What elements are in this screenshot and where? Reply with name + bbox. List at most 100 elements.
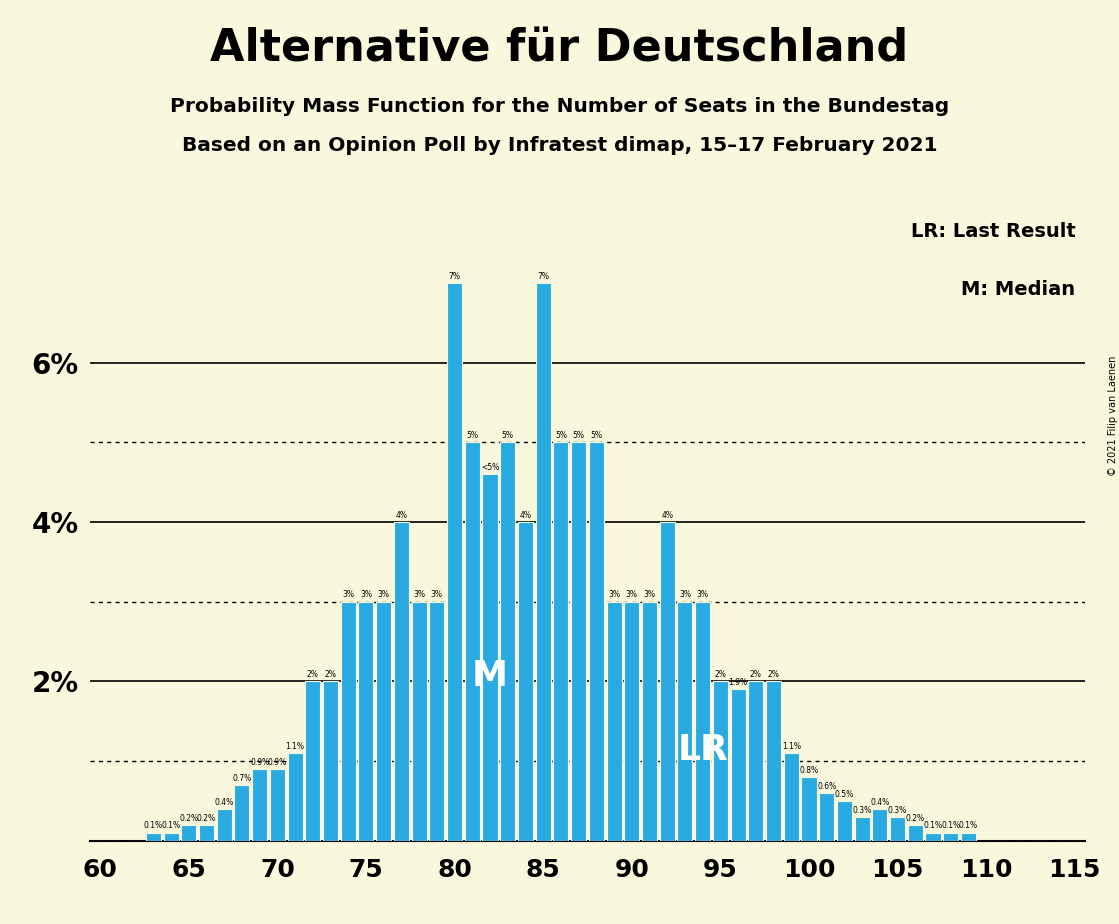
Bar — [446, 283, 462, 841]
Bar — [873, 809, 887, 841]
Text: 2%: 2% — [307, 670, 319, 679]
Text: 5%: 5% — [555, 431, 567, 440]
Text: 3%: 3% — [626, 590, 638, 600]
Bar — [536, 283, 551, 841]
Bar — [695, 602, 711, 841]
Bar — [801, 777, 817, 841]
Text: 3%: 3% — [360, 590, 372, 600]
Bar — [589, 443, 604, 841]
Text: 1.1%: 1.1% — [782, 742, 801, 751]
Text: 0.4%: 0.4% — [215, 797, 234, 807]
Bar — [908, 825, 923, 841]
Bar — [199, 825, 214, 841]
Text: 0.9%: 0.9% — [267, 758, 286, 767]
Text: M: Median: M: Median — [961, 280, 1075, 298]
Text: 3%: 3% — [413, 590, 425, 600]
Bar — [234, 785, 250, 841]
Text: 0.1%: 0.1% — [923, 821, 942, 831]
Bar — [181, 825, 196, 841]
Text: 3%: 3% — [431, 590, 443, 600]
Bar — [606, 602, 621, 841]
Text: 0.1%: 0.1% — [941, 821, 960, 831]
Text: <5%: <5% — [481, 463, 499, 472]
Bar — [624, 602, 639, 841]
Text: 5%: 5% — [573, 431, 584, 440]
Text: 0.9%: 0.9% — [250, 758, 270, 767]
Text: LR: Last Result: LR: Last Result — [911, 223, 1075, 241]
Text: 0.6%: 0.6% — [817, 782, 836, 791]
Text: 0.2%: 0.2% — [179, 813, 198, 822]
Text: Probability Mass Function for the Number of Seats in the Bundestag: Probability Mass Function for the Number… — [170, 97, 949, 116]
Text: 0.1%: 0.1% — [161, 821, 180, 831]
Bar — [217, 809, 232, 841]
Bar — [500, 443, 515, 841]
Bar — [749, 682, 763, 841]
Text: 3%: 3% — [643, 590, 656, 600]
Bar — [518, 522, 533, 841]
Text: 3%: 3% — [342, 590, 355, 600]
Bar — [890, 817, 905, 841]
Text: 7%: 7% — [537, 272, 549, 281]
Text: © 2021 Filip van Laenen: © 2021 Filip van Laenen — [1109, 356, 1118, 476]
Bar — [642, 602, 657, 841]
Text: 3%: 3% — [608, 590, 620, 600]
Bar — [270, 769, 285, 841]
Bar — [412, 602, 426, 841]
Bar — [819, 793, 835, 841]
Text: 5%: 5% — [591, 431, 602, 440]
Bar — [767, 682, 781, 841]
Bar — [323, 682, 338, 841]
Text: 2%: 2% — [750, 670, 762, 679]
Text: 2%: 2% — [325, 670, 337, 679]
Text: Based on an Opinion Poll by Infratest dimap, 15–17 February 2021: Based on an Opinion Poll by Infratest di… — [181, 136, 938, 155]
Bar — [305, 682, 320, 841]
Bar — [783, 753, 799, 841]
Text: 0.3%: 0.3% — [853, 806, 872, 815]
Text: 2%: 2% — [768, 670, 780, 679]
Bar — [943, 833, 958, 841]
Bar — [482, 474, 498, 841]
Text: 4%: 4% — [395, 511, 407, 519]
Bar — [376, 602, 392, 841]
Text: 2%: 2% — [714, 670, 726, 679]
Bar — [252, 769, 267, 841]
Text: 1.9%: 1.9% — [728, 678, 747, 687]
Bar — [660, 522, 675, 841]
Text: Alternative für Deutschland: Alternative für Deutschland — [210, 28, 909, 71]
Bar — [925, 833, 941, 841]
Bar — [340, 602, 356, 841]
Bar — [163, 833, 179, 841]
Text: 3%: 3% — [679, 590, 690, 600]
Text: 3%: 3% — [378, 590, 389, 600]
Text: 3%: 3% — [697, 590, 708, 600]
Bar — [430, 602, 444, 841]
Bar — [961, 833, 976, 841]
Bar — [731, 689, 745, 841]
Bar — [571, 443, 586, 841]
Text: 1.1%: 1.1% — [285, 742, 304, 751]
Bar — [145, 833, 161, 841]
Text: 0.1%: 0.1% — [959, 821, 978, 831]
Text: 5%: 5% — [467, 431, 478, 440]
Bar — [464, 443, 480, 841]
Text: 0.3%: 0.3% — [888, 806, 908, 815]
Text: 0.8%: 0.8% — [799, 766, 818, 774]
Bar — [677, 602, 693, 841]
Bar — [394, 522, 408, 841]
Bar — [837, 801, 852, 841]
Text: 4%: 4% — [519, 511, 532, 519]
Bar — [358, 602, 374, 841]
Text: 0.7%: 0.7% — [233, 773, 252, 783]
Text: LR: LR — [677, 733, 728, 767]
Text: 7%: 7% — [449, 272, 461, 281]
Text: 0.4%: 0.4% — [871, 797, 890, 807]
Bar — [855, 817, 869, 841]
Text: 0.1%: 0.1% — [143, 821, 163, 831]
Bar — [554, 443, 568, 841]
Text: M: M — [472, 659, 508, 693]
Text: 5%: 5% — [501, 431, 514, 440]
Bar — [288, 753, 302, 841]
Text: 0.2%: 0.2% — [905, 813, 925, 822]
Bar — [713, 682, 728, 841]
Text: 0.5%: 0.5% — [835, 790, 854, 798]
